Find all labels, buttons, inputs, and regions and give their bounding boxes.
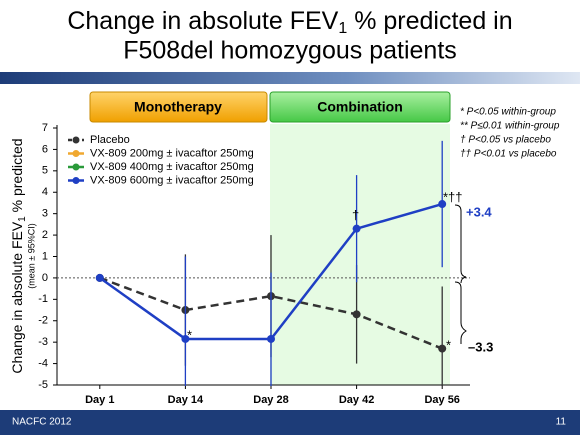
footnote: †† P<0.01 vs placebo — [460, 149, 557, 160]
footer-band — [0, 410, 580, 435]
point — [438, 200, 447, 209]
plot: -5 -4 -3 -2 -1 0 1 2 3 4 5 6 7 Day 1 Day 14 Day 28 Day 4… — [38, 122, 470, 406]
y-label: Change in absolute FEV1 % predicted — [9, 138, 28, 373]
x-tick-label: Day 14 — [168, 394, 204, 406]
y-label-text: % predicted — [9, 138, 25, 216]
title: Change in absolute FEV1 % predicted in — [67, 7, 512, 38]
y-tick-label: 1 — [42, 250, 48, 262]
x-tick-label: Day 42 — [339, 394, 374, 406]
y-tick-label: 3 — [42, 208, 48, 220]
legend-marker — [72, 150, 80, 157]
y-label-text: Change in absolute FEV — [9, 221, 25, 373]
point — [438, 344, 447, 353]
y-tick-label: 2 — [42, 229, 48, 241]
footnote: * P<0.05 within-group — [460, 107, 556, 118]
y-label-sub: 1 — [17, 216, 28, 222]
footer-left: NACFC 2012 — [12, 417, 72, 428]
legend-marker — [72, 163, 80, 171]
y-tick-label: -3 — [38, 336, 48, 348]
annotation: –3.3 — [468, 339, 493, 354]
point — [267, 334, 275, 343]
annotation: * — [187, 327, 192, 342]
legend-marker — [72, 177, 80, 184]
annotation: * — [446, 337, 451, 352]
phase-box — [89, 91, 268, 123]
bracket — [454, 281, 467, 344]
x-tick-label: Day 1 — [85, 394, 114, 406]
header-band — [0, 72, 580, 84]
y-tick-label: -5 — [38, 379, 48, 391]
annotation: *†† — [443, 189, 463, 204]
phase-box — [269, 91, 451, 123]
y-tick-label: -2 — [38, 315, 48, 327]
footnotes: * P<0.05 within-group ** P≤0.01 within-g… — [460, 107, 560, 160]
x-tick-label: Day 56 — [424, 394, 459, 406]
title-text: % predicted in — [347, 7, 512, 35]
point — [352, 310, 361, 319]
page-number: 11 — [556, 417, 567, 428]
legend-label: Placebo — [90, 134, 130, 146]
legend-label: VX-809 400mg ± ivacaftor 250mg — [90, 161, 254, 173]
title-text: Change in absolute FEV — [67, 7, 338, 35]
point — [352, 224, 361, 233]
point — [95, 273, 104, 282]
y-tick-label: -1 — [38, 293, 48, 305]
phase-label: Combination — [317, 99, 403, 115]
phase-label: Monotherapy — [134, 99, 222, 115]
y-tick-label: 5 — [42, 165, 48, 177]
footnote: ** P≤0.01 within-group — [460, 121, 560, 132]
y-tick-label: 7 — [42, 122, 48, 134]
annotation: +3.4 — [466, 204, 492, 219]
legend-label: VX-809 600mg ± ivacaftor 250mg — [90, 174, 254, 186]
y-tick-label: -4 — [38, 357, 48, 369]
y-tick-label: 0 — [42, 272, 48, 284]
combination-shade — [270, 124, 450, 385]
legend-marker — [72, 136, 80, 144]
y-label-note: (mean ± 95%CI) — [26, 223, 36, 288]
x-tick-label: Day 28 — [253, 394, 288, 406]
footnote: † P<0.05 vs placebo — [460, 135, 551, 146]
annotation: † — [352, 207, 359, 222]
point — [181, 334, 190, 343]
legend-label: VX-809 200mg ± ivacaftor 250mg — [90, 147, 254, 159]
y-tick-label: 6 — [42, 143, 48, 155]
bracket — [454, 204, 467, 284]
y-tick-label: 4 — [42, 186, 48, 198]
title-line2: F508del homozygous patients — [123, 37, 457, 65]
title-sub: 1 — [338, 20, 347, 37]
